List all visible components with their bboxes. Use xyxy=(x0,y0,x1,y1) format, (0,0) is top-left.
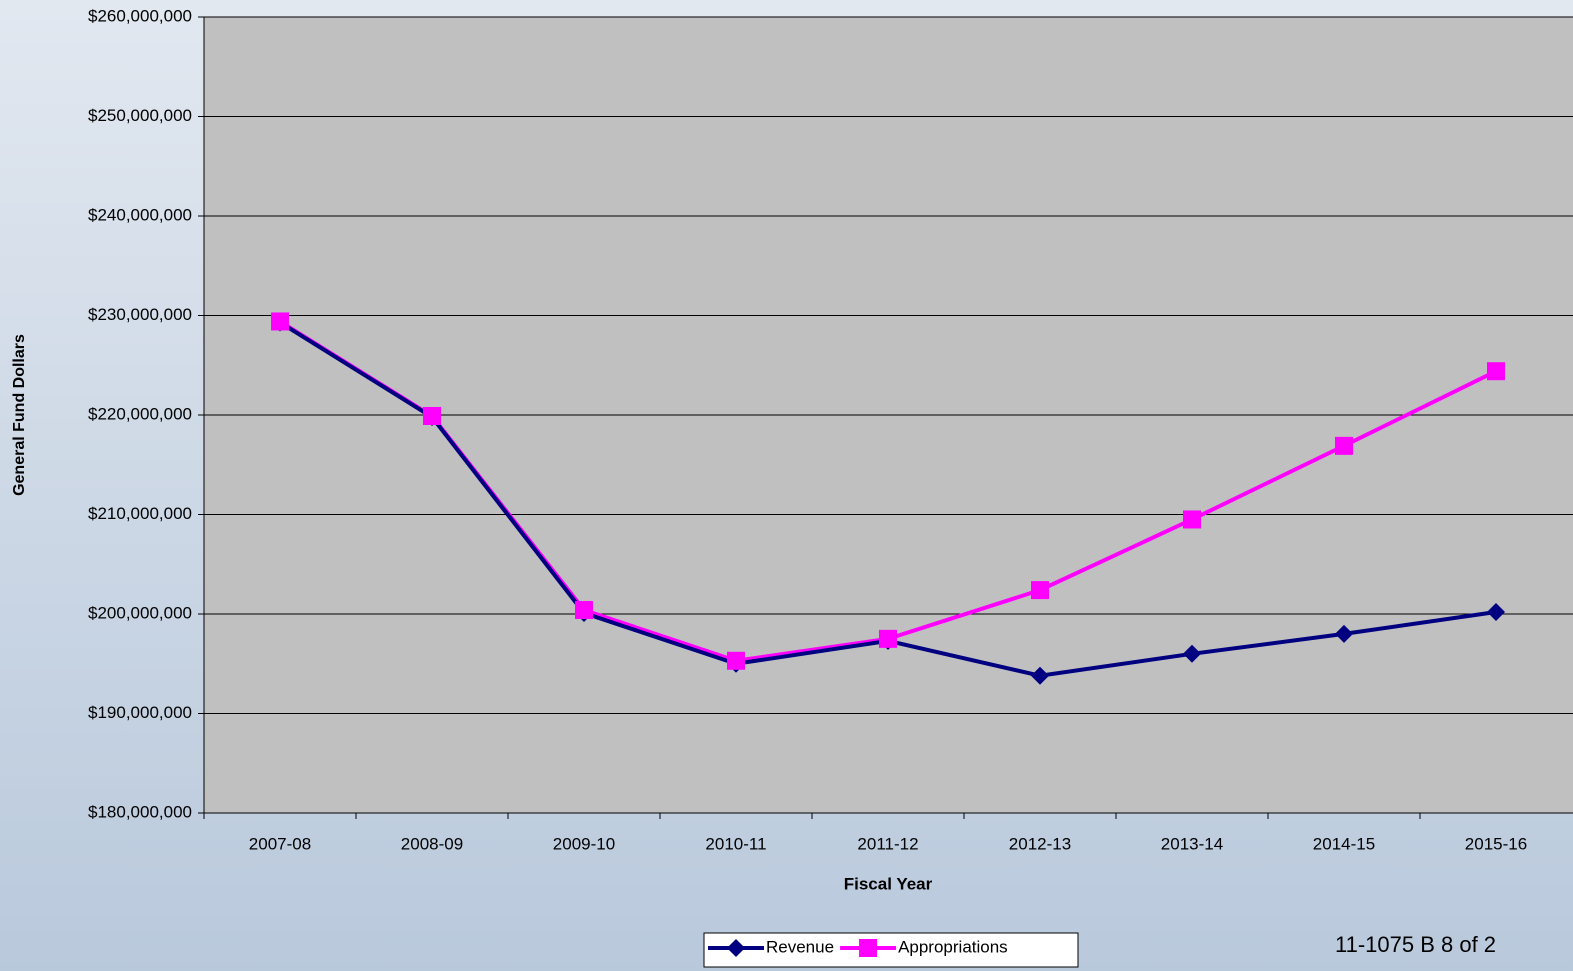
y-tick-label: $260,000,000 xyxy=(88,6,192,25)
y-tick-label: $210,000,000 xyxy=(88,504,192,523)
x-tick-label: 2012-13 xyxy=(1009,834,1071,853)
y-tick-label: $250,000,000 xyxy=(88,106,192,125)
legend-marker xyxy=(859,939,878,957)
point xyxy=(1183,644,1201,663)
point xyxy=(575,601,593,620)
x-tick-label: 2013-14 xyxy=(1161,834,1223,853)
x-tick-label: 2008-09 xyxy=(401,834,463,853)
x-tick-label: 2009-10 xyxy=(553,834,615,853)
point xyxy=(423,406,441,425)
point xyxy=(1183,510,1201,529)
point xyxy=(879,629,897,648)
x-axis-title: Fiscal Year xyxy=(844,874,933,893)
point xyxy=(1031,666,1049,685)
x-tick-label: 2014-15 xyxy=(1313,834,1375,853)
y-tick-label: $220,000,000 xyxy=(88,404,192,423)
point xyxy=(1487,362,1505,381)
point xyxy=(1335,436,1353,455)
point xyxy=(1335,624,1353,643)
y-tick-label: $200,000,000 xyxy=(88,603,192,622)
point xyxy=(271,312,289,331)
x-tick-label: 2011-12 xyxy=(857,834,918,853)
y-tick-label: $190,000,000 xyxy=(88,703,192,722)
x-tick-label: 2010-11 xyxy=(705,834,766,853)
legend-marker xyxy=(727,939,745,957)
annotation: 11-1075 B 8 of 2 xyxy=(1335,932,1496,957)
legend-label: Revenue xyxy=(766,937,834,956)
x-tick-label: 2007-08 xyxy=(249,834,311,853)
y-tick-label: $180,000,000 xyxy=(88,802,192,821)
x-tick-label: 2015-16 xyxy=(1465,834,1527,853)
point xyxy=(727,651,745,670)
y-tick-label: $240,000,000 xyxy=(88,205,192,224)
legend-label: Appropriations xyxy=(898,937,1008,956)
point xyxy=(1487,603,1505,622)
y-tick-label: $230,000,000 xyxy=(88,305,192,324)
point xyxy=(1031,581,1049,600)
y-axis-title: General Fund Dollars xyxy=(11,334,28,496)
